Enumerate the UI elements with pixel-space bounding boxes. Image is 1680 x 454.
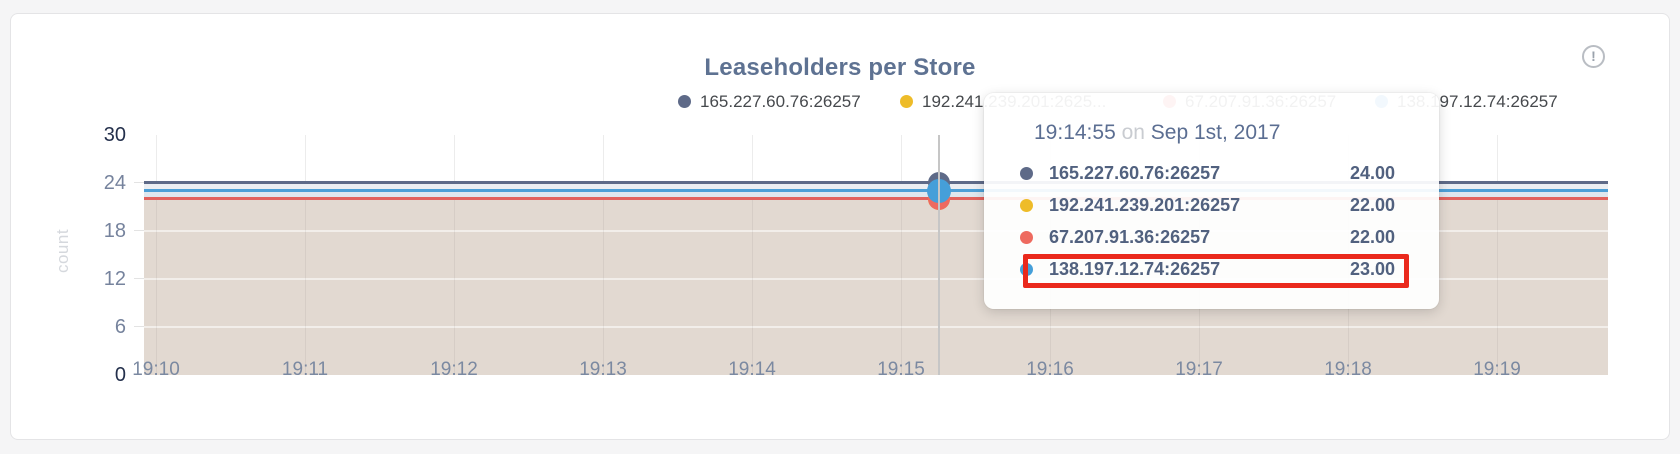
tooltip-series-name: 192.241.239.201:26257: [1049, 194, 1241, 215]
tooltip-series-value: 22.00: [1349, 194, 1395, 215]
tooltip-row: 165.227.60.76:26257 24.00: [1020, 157, 1395, 189]
chart-title: Leaseholders per Store: [704, 54, 976, 81]
y-axis-title: count: [53, 228, 72, 274]
x-tick-label: 19:19: [1473, 359, 1521, 380]
tooltip-date: Sep 1st, 2017: [1150, 121, 1281, 144]
x-tick-label: 19:16: [1026, 359, 1074, 380]
y-tick-label: 0: [114, 364, 126, 386]
info-icon[interactable]: !: [1582, 45, 1605, 68]
series-dot-icon: [1020, 166, 1033, 180]
tooltip-connector: on: [1121, 121, 1145, 144]
v-gridline: [901, 135, 902, 375]
tooltip-row: 192.241.239.201:26257 22.00: [1020, 189, 1395, 221]
x-tick-label: 19:18: [1324, 359, 1372, 380]
tooltip-row: 138.197.12.74:26257 23.00: [1020, 253, 1395, 285]
tooltip-series-name: 67.207.91.36:26257: [1049, 226, 1211, 247]
v-gridline: [752, 135, 753, 375]
v-gridline: [603, 135, 604, 375]
series-line-165-227-60-76: [144, 181, 1608, 184]
tooltip-rows: 165.227.60.76:26257 24.00 192.241.239.20…: [1020, 157, 1395, 285]
legend-swatch-icon: [678, 95, 691, 108]
v-gridline: [1497, 135, 1498, 375]
h-gridline: [144, 230, 1608, 232]
x-tick-label: 19:17: [1175, 359, 1223, 380]
y-tick-label: 12: [103, 268, 126, 290]
x-tick-label: 19:10: [132, 359, 180, 380]
tooltip-series-value: 24.00: [1349, 162, 1395, 183]
area-fill-band: [144, 183, 1608, 191]
y-tick-label: 30: [103, 124, 126, 146]
series-line-67-207-91-36: [144, 197, 1608, 200]
v-gridline: [156, 135, 157, 375]
tooltip-series-name: 165.227.60.76:26257: [1049, 162, 1221, 183]
series-dot-icon: [1020, 230, 1033, 244]
series-dot-icon: [1020, 198, 1033, 212]
y-tick-mark: [134, 230, 144, 231]
x-tick-label: 19:15: [877, 359, 925, 380]
tooltip-series-value: 22.00: [1349, 226, 1395, 247]
tooltip-time: 19:14:55: [1034, 121, 1116, 144]
v-gridline: [305, 135, 306, 375]
hover-guideline: [938, 135, 940, 375]
area-fill-band: [144, 191, 1608, 199]
y-tick-label: 18: [103, 220, 126, 242]
legend-swatch-icon: [900, 95, 913, 108]
x-tick-label: 19:14: [728, 359, 776, 380]
hover-tooltip: 19:14:55 on Sep 1st, 2017 165.227.60.76:…: [984, 93, 1439, 309]
x-tick-label: 19:13: [579, 359, 627, 380]
h-gridline: [144, 278, 1608, 280]
x-tick-label: 19:11: [281, 359, 329, 380]
highlight-annotation-box: [1023, 254, 1409, 288]
legend-item[interactable]: 165.227.60.76:26257: [678, 91, 861, 111]
h-gridline: [144, 326, 1608, 328]
y-tick-mark: [134, 326, 144, 327]
tooltip-series-value: 23.00: [1349, 258, 1395, 279]
y-tick-mark: [134, 182, 144, 183]
y-tick-label: 6: [114, 316, 126, 338]
legend-label: 165.227.60.76:26257: [700, 91, 861, 111]
tooltip-timestamp: 19:14:55 on Sep 1st, 2017: [1034, 121, 1280, 145]
x-tick-label: 19:12: [430, 359, 478, 380]
series-line-138-197-12-74: [144, 189, 1608, 192]
chart-card: Leaseholders per Store ! 165.227.60.76:2…: [10, 13, 1670, 440]
y-tick-label: 24: [103, 172, 126, 194]
tooltip-series-name: 138.197.12.74:26257: [1049, 258, 1221, 279]
y-tick-mark: [134, 278, 144, 279]
v-gridline: [454, 135, 455, 375]
tooltip-row: 67.207.91.36:26257 22.00: [1020, 221, 1395, 253]
